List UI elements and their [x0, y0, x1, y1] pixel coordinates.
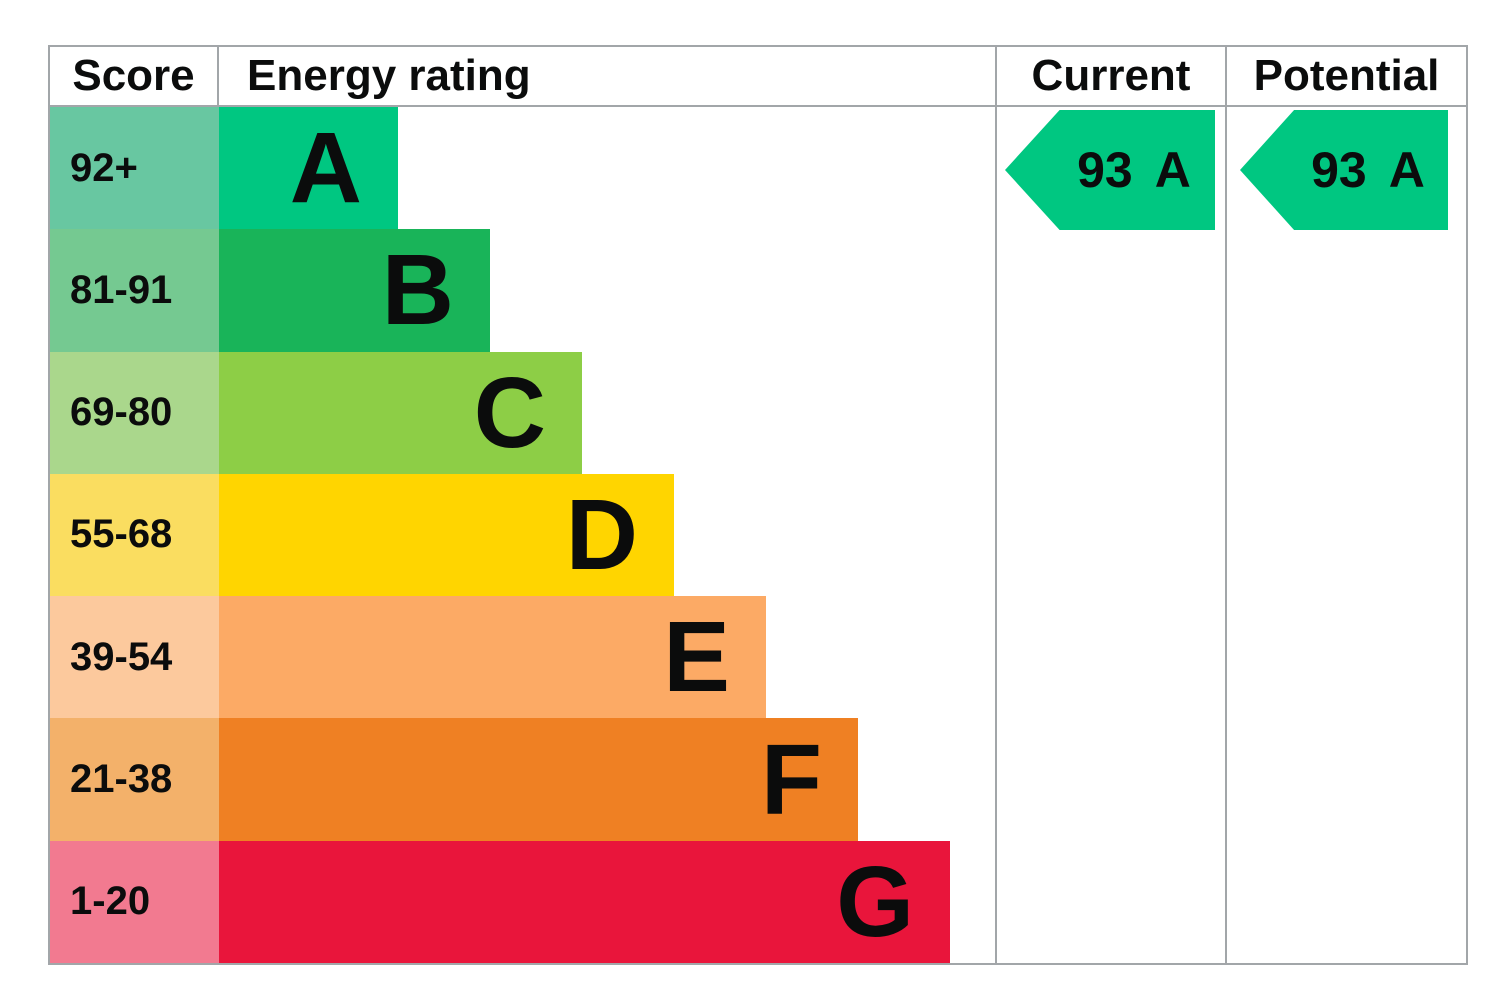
band-bar-a: A — [219, 107, 398, 230]
current-score-value: 93 — [1077, 142, 1133, 198]
potential-rating-arrow: 93 A — [1240, 110, 1448, 230]
score-range-label: 21-38 — [70, 757, 173, 802]
potential-column-header: Potential — [1227, 47, 1466, 107]
score-range-label: 55-68 — [70, 512, 173, 557]
score-cell-a: 92+ — [50, 107, 219, 230]
potential-column: Potential 93 A — [1227, 45, 1468, 965]
energy-rating-table: Score Energy rating 92+ A 81-91 B — [48, 45, 997, 965]
score-range-label: 92+ — [70, 145, 138, 190]
current-rating-arrow: 93 A — [1005, 110, 1215, 230]
score-cell-g: 1-20 — [50, 840, 219, 963]
band-row-b: 81-91 B — [50, 229, 995, 352]
band-bar-c: C — [219, 351, 582, 474]
current-band-letter: A — [1154, 142, 1191, 198]
potential-band-letter: A — [1388, 142, 1425, 198]
band-rows: 92+ A 81-91 B 69-80 C — [50, 107, 995, 963]
score-cell-f: 21-38 — [50, 718, 219, 841]
band-letter-d: D — [565, 478, 638, 591]
band-bar-g: G — [219, 840, 950, 963]
score-cell-e: 39-54 — [50, 596, 219, 719]
band-bar-e: E — [219, 596, 766, 719]
band-letter-e: E — [663, 601, 730, 714]
band-letter-a: A — [289, 112, 362, 225]
band-row-e: 39-54 E — [50, 596, 995, 719]
score-cell-d: 55-68 — [50, 473, 219, 597]
band-bar-b: B — [219, 229, 490, 352]
score-column-header: Score — [50, 47, 219, 105]
band-letter-b: B — [381, 234, 454, 347]
current-column-body: 93 A — [997, 107, 1225, 963]
current-column-header: Current — [997, 47, 1225, 107]
energy-rating-column-header: Energy rating — [247, 51, 531, 100]
score-cell-c: 69-80 — [50, 351, 219, 474]
score-range-label: 69-80 — [70, 390, 173, 435]
score-range-label: 39-54 — [70, 634, 173, 679]
score-range-label: 1-20 — [70, 879, 151, 924]
score-range-label: 81-91 — [70, 267, 173, 312]
current-column: Current 93 A — [997, 45, 1227, 965]
band-letter-g: G — [836, 845, 914, 958]
score-cell-b: 81-91 — [50, 229, 219, 352]
band-row-f: 21-38 F — [50, 718, 995, 841]
band-row-a: 92+ A — [50, 107, 995, 230]
band-bar-d: D — [219, 473, 674, 597]
band-row-d: 55-68 D — [50, 473, 995, 597]
band-row-c: 69-80 C — [50, 351, 995, 474]
table-header-row: Score Energy rating — [50, 47, 995, 107]
band-row-g: 1-20 G — [50, 840, 995, 963]
potential-score-value: 93 — [1311, 142, 1367, 198]
band-letter-f: F — [760, 723, 822, 836]
band-letter-c: C — [473, 356, 546, 469]
band-bar-f: F — [219, 718, 858, 841]
potential-column-body: 93 A — [1227, 107, 1466, 963]
